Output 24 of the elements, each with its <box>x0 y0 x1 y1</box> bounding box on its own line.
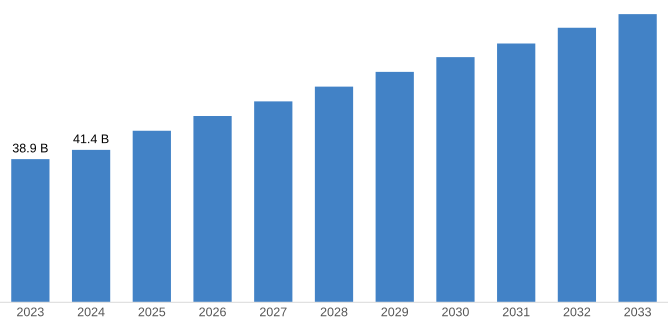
bar <box>254 101 292 302</box>
bar <box>558 28 596 302</box>
bar <box>11 159 50 302</box>
bar <box>193 116 232 302</box>
x-tick-label: 2026 <box>199 307 226 316</box>
x-tick-label: 2023 <box>17 307 44 316</box>
bar <box>618 14 657 302</box>
data-label: 38.9 B <box>12 144 48 152</box>
x-tick-label: 2028 <box>320 307 348 316</box>
x-tick-label: 2027 <box>260 307 287 316</box>
x-tick-label: 2032 <box>564 307 590 316</box>
x-tick-label: 2033 <box>624 307 651 316</box>
bar <box>376 72 414 302</box>
x-tick-label: 2029 <box>381 307 408 316</box>
bar <box>436 57 475 302</box>
x-tick-label: 2031 <box>502 307 530 316</box>
x-tick-label: 2030 <box>442 307 469 316</box>
bar <box>72 150 110 302</box>
bar <box>497 44 536 302</box>
bar <box>132 130 171 302</box>
x-tick-label: 2025 <box>138 307 166 316</box>
data-label: 41.4 B <box>73 134 108 144</box>
x-tick-label: 2024 <box>78 307 105 316</box>
bar <box>314 86 354 302</box>
